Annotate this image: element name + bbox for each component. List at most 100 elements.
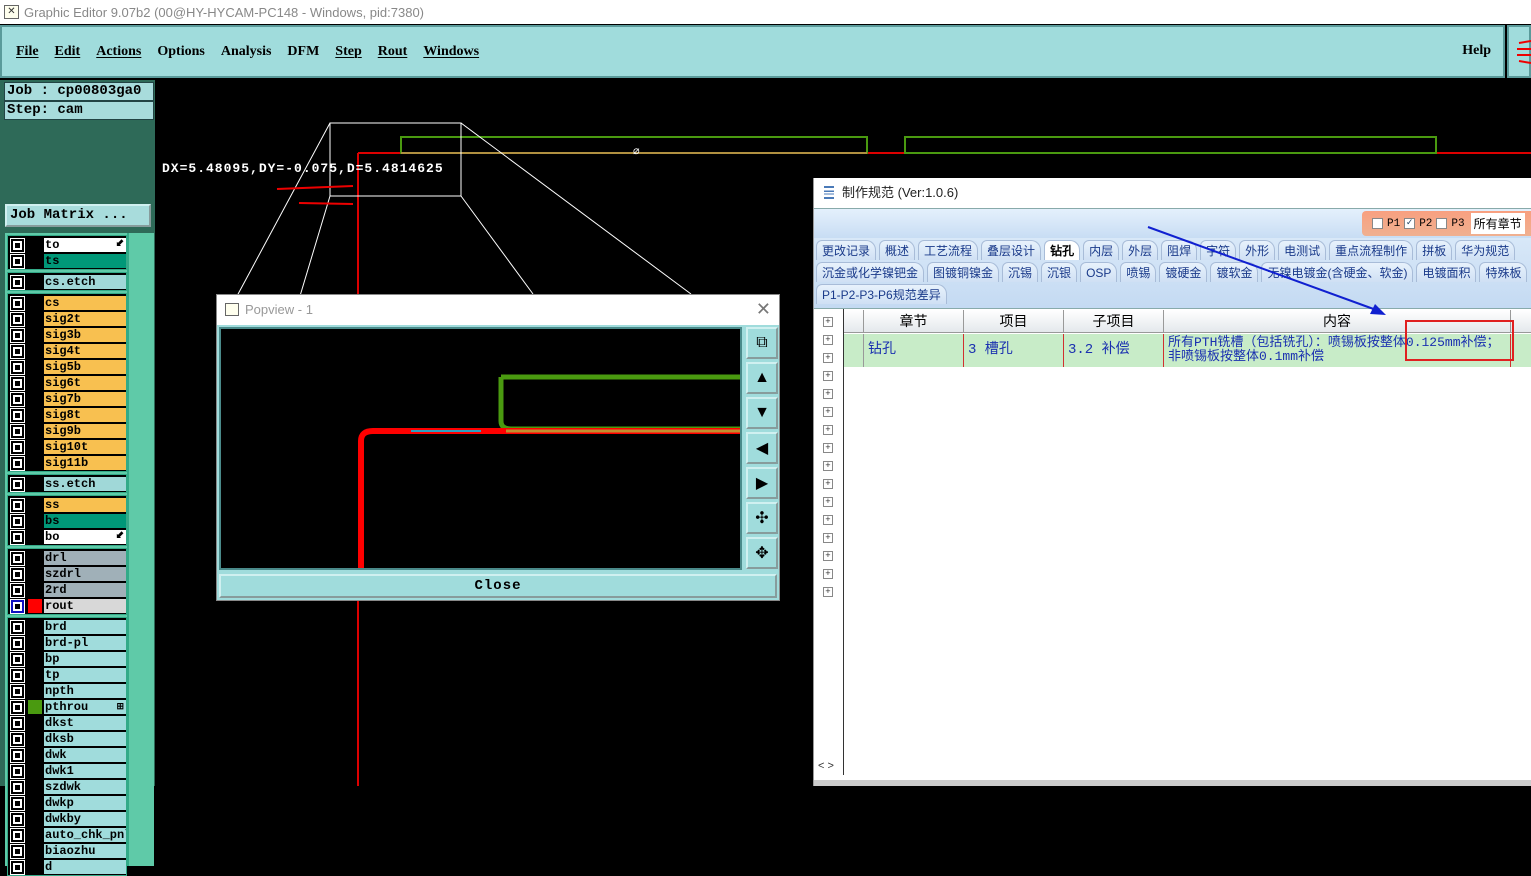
- layer-checkbox[interactable]: [10, 312, 25, 327]
- expand-icon[interactable]: +: [823, 371, 833, 381]
- layer-checkbox[interactable]: [10, 344, 25, 359]
- layer-row-dwk[interactable]: dwk: [8, 747, 128, 763]
- layer-row-sig10t[interactable]: sig10t: [8, 439, 128, 455]
- layer-name[interactable]: auto_chk_pnl: [44, 828, 126, 842]
- layer-checkbox[interactable]: [10, 275, 25, 290]
- layer-row-drl[interactable]: drl: [8, 550, 128, 566]
- layer-name[interactable]: dwkp: [44, 796, 126, 810]
- expand-icon[interactable]: +: [823, 389, 833, 399]
- expand-icon[interactable]: +: [823, 587, 833, 597]
- layer-checkbox[interactable]: [10, 812, 25, 827]
- layer-checkbox[interactable]: [10, 328, 25, 343]
- menu-step[interactable]: Step: [335, 43, 362, 59]
- layer-name[interactable]: biaozhu: [44, 844, 126, 858]
- layer-row-pthrou[interactable]: pthrou ⊞: [8, 699, 128, 715]
- popview-canvas[interactable]: [219, 327, 742, 570]
- layer-name[interactable]: szdwk: [44, 780, 126, 794]
- chapter-select[interactable]: 所有章节: [1470, 213, 1525, 234]
- layer-row-dksb[interactable]: dksb: [8, 731, 128, 747]
- tab-trow2-9[interactable]: 电镀面积: [1416, 262, 1477, 282]
- column-header-chapter[interactable]: 章节: [864, 310, 964, 333]
- layer-row-sig7b[interactable]: sig7b: [8, 391, 128, 407]
- layer-checkbox[interactable]: [10, 440, 25, 455]
- layer-checkbox[interactable]: [10, 530, 25, 545]
- tab-trow1-11[interactable]: 重点流程制作: [1329, 240, 1414, 260]
- layer-row-rout[interactable]: rout: [8, 598, 128, 614]
- layer-checkbox[interactable]: [10, 567, 25, 582]
- zoom-in-icon[interactable]: ✣: [746, 502, 778, 534]
- layer-checkbox[interactable]: [10, 796, 25, 811]
- menu-windows[interactable]: Windows: [423, 43, 480, 59]
- layer-checkbox[interactable]: [10, 551, 25, 566]
- tab-trow2-3[interactable]: 沉银: [1041, 262, 1078, 282]
- layer-name[interactable]: 2rd: [44, 583, 126, 597]
- menu-actions[interactable]: Actions: [96, 43, 142, 59]
- layer-row-sig6t[interactable]: sig6t: [8, 375, 128, 391]
- pan-up-icon[interactable]: ▲: [746, 362, 778, 394]
- tab-trow2-5[interactable]: 喷锡: [1120, 262, 1157, 282]
- layer-checkbox[interactable]: [10, 668, 25, 683]
- menu-rout[interactable]: Rout: [377, 43, 408, 59]
- close-icon[interactable]: ✕: [755, 299, 771, 319]
- layer-name[interactable]: szdrl: [44, 567, 126, 581]
- layer-row-biaozhu[interactable]: biaozhu: [8, 843, 128, 859]
- layer-name[interactable]: sig11b: [44, 456, 126, 470]
- p2-checkbox[interactable]: ✓: [1404, 218, 1416, 229]
- tab-trow2-2[interactable]: 沉锡: [1002, 262, 1039, 282]
- layer-list-scrollbar[interactable]: [127, 233, 154, 866]
- layer-checkbox[interactable]: [10, 636, 25, 651]
- layer-checkbox[interactable]: [10, 764, 25, 779]
- tab-trow1-3[interactable]: 叠层设计: [981, 240, 1042, 260]
- tab-trow1-6[interactable]: 外层: [1122, 240, 1159, 260]
- tab-trow2-0[interactable]: 沉金或化学镍钯金: [816, 262, 925, 282]
- toolbar-icon-button[interactable]: [1507, 25, 1531, 78]
- layer-name[interactable]: brd: [44, 620, 126, 634]
- layer-row-cs[interactable]: cs: [8, 295, 128, 311]
- row-indicator[interactable]: [844, 334, 864, 367]
- menu-file[interactable]: File: [16, 43, 39, 59]
- menu-options[interactable]: Options: [157, 43, 205, 59]
- layer-checkbox[interactable]: [10, 392, 25, 407]
- layer-checkbox[interactable]: [10, 583, 25, 598]
- layer-name[interactable]: dwk1: [44, 764, 126, 778]
- select-all-corner[interactable]: [844, 310, 864, 333]
- column-header-subitem[interactable]: 子项目: [1064, 310, 1164, 333]
- layer-row-sig11b[interactable]: sig11b: [8, 455, 128, 471]
- expand-icon[interactable]: +: [823, 479, 833, 489]
- tab-trow3-0[interactable]: P1-P2-P3-P6规范差异: [816, 284, 947, 304]
- layer-name[interactable]: tp: [44, 668, 126, 682]
- tab-trow2-8[interactable]: 无镍电镀金(含硬金、软金): [1261, 262, 1414, 282]
- horizontal-scroll-arrows[interactable]: < >: [818, 760, 834, 772]
- pan-down-icon[interactable]: ▼: [746, 397, 778, 429]
- layer-row-sig9b[interactable]: sig9b: [8, 423, 128, 439]
- layer-row-dwk1[interactable]: dwk1: [8, 763, 128, 779]
- p3-checkbox[interactable]: [1436, 218, 1448, 229]
- layer-checkbox[interactable]: [10, 254, 25, 269]
- layer-name[interactable]: sig5b: [44, 360, 126, 374]
- layer-checkbox[interactable]: [10, 732, 25, 747]
- menu-help[interactable]: Help: [1462, 43, 1491, 58]
- expand-icon[interactable]: +: [823, 569, 833, 579]
- tab-trow1-13[interactable]: 华为规范: [1455, 240, 1516, 260]
- layer-row-d[interactable]: d: [8, 859, 128, 875]
- layer-name[interactable]: cs.etch: [44, 275, 126, 289]
- tab-trow1-10[interactable]: 电测试: [1278, 240, 1327, 260]
- zoom-window-icon[interactable]: ⧉: [746, 327, 778, 359]
- tab-trow1-0[interactable]: 更改记录: [816, 240, 877, 260]
- layer-name[interactable]: sig9b: [44, 424, 126, 438]
- layer-row-sig3b[interactable]: sig3b: [8, 327, 128, 343]
- layer-checkbox[interactable]: [10, 424, 25, 439]
- menu-analysis[interactable]: Analysis: [220, 43, 272, 59]
- layer-row-szdwk[interactable]: szdwk: [8, 779, 128, 795]
- layer-checkbox[interactable]: [10, 684, 25, 699]
- layer-row-dkst[interactable]: dkst: [8, 715, 128, 731]
- layer-name[interactable]: sig2t: [44, 312, 126, 326]
- layer-name[interactable]: brd-pl: [44, 636, 126, 650]
- layer-name[interactable]: ts: [44, 254, 126, 268]
- expand-icon[interactable]: +: [823, 515, 833, 525]
- layer-checkbox[interactable]: [10, 700, 25, 715]
- layer-name[interactable]: rout: [44, 599, 126, 613]
- layer-name[interactable]: ss.etch: [44, 477, 126, 491]
- layer-row-brd[interactable]: brd: [8, 619, 128, 635]
- layer-checkbox[interactable]: [10, 514, 25, 529]
